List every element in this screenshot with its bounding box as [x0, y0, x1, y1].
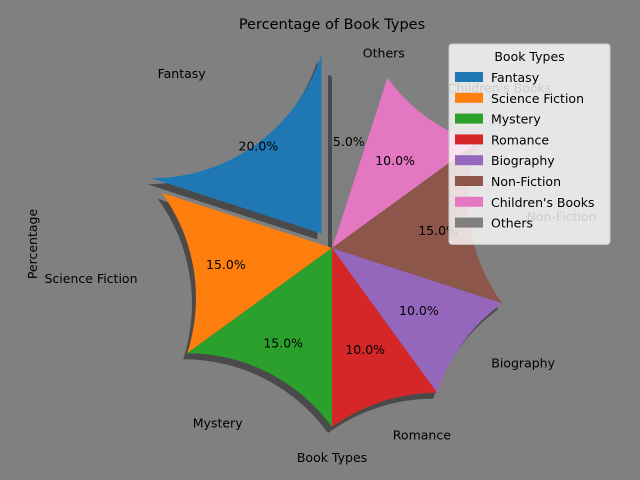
legend: Book Types Fantasy Science Fiction Mystery R…: [448, 43, 611, 245]
legend-swatch-children-s-books: [455, 196, 483, 207]
legend-label-mystery: Mystery: [491, 112, 541, 127]
legend-label-non-fiction: Non-Fiction: [491, 174, 561, 189]
legend-label-fantasy: Fantasy: [491, 70, 540, 85]
legend-swatch-others: [455, 217, 483, 228]
category-label-biography: Biography: [491, 356, 555, 371]
percentage-label-others: 5.0%: [333, 134, 365, 149]
percentage-label-biography: 10.0%: [399, 303, 439, 318]
pie-slice-biography: [332, 248, 503, 393]
category-label-others: Others: [363, 46, 405, 61]
legend-swatch-science-fiction: [455, 92, 483, 103]
legend-label-biography: Biography: [491, 153, 555, 168]
pie-slice-others: [332, 69, 388, 248]
legend-swatch-non-fiction: [455, 176, 483, 186]
percentage-label-science-fiction: 15.0%: [206, 257, 246, 272]
y-axis-label: Percentage: [25, 209, 40, 280]
x-axis-label: Book Types: [297, 450, 367, 465]
legend-title: Book Types: [494, 49, 564, 64]
percentage-label-mystery: 15.0%: [263, 336, 303, 351]
category-label-mystery: Mystery: [193, 415, 243, 430]
legend-label-romance: Romance: [491, 132, 549, 147]
legend-swatch-mystery: [455, 113, 483, 124]
percentage-label-fantasy: 20.0%: [239, 139, 279, 154]
pie-slice-science-fiction: [161, 192, 332, 354]
category-label-science-fiction: Science Fiction: [45, 271, 138, 286]
legend-label-others: Others: [491, 216, 533, 231]
pie-slice-mystery: [187, 248, 332, 427]
legend-swatch-romance: [455, 134, 483, 145]
category-label-fantasy: Fantasy: [158, 66, 207, 81]
pie-slice-romance: [332, 248, 438, 427]
legend-swatch-fantasy: [455, 72, 483, 82]
percentage-labels: 20.0% 15.0% 15.0% 10.0% 10.0% 15.0% 10.0% 5.0%: [206, 134, 458, 357]
percentage-label-romance: 10.0%: [345, 342, 385, 357]
percentage-label-non-fiction: 15.0%: [418, 223, 458, 238]
legend-label-children-s-books: Children's Books: [491, 195, 595, 210]
legend-label-science-fiction: Science Fiction: [491, 91, 584, 106]
chart-title: Percentage of Book Types: [239, 17, 425, 33]
percentage-label-children-s-books: 10.0%: [375, 153, 415, 168]
pie-slice-children-s-books: [332, 77, 477, 248]
pie-slice-fantasy: [151, 54, 322, 234]
legend-swatch-biography: [455, 155, 483, 166]
legend-frame: [448, 43, 611, 245]
category-label-romance: Romance: [393, 427, 451, 442]
